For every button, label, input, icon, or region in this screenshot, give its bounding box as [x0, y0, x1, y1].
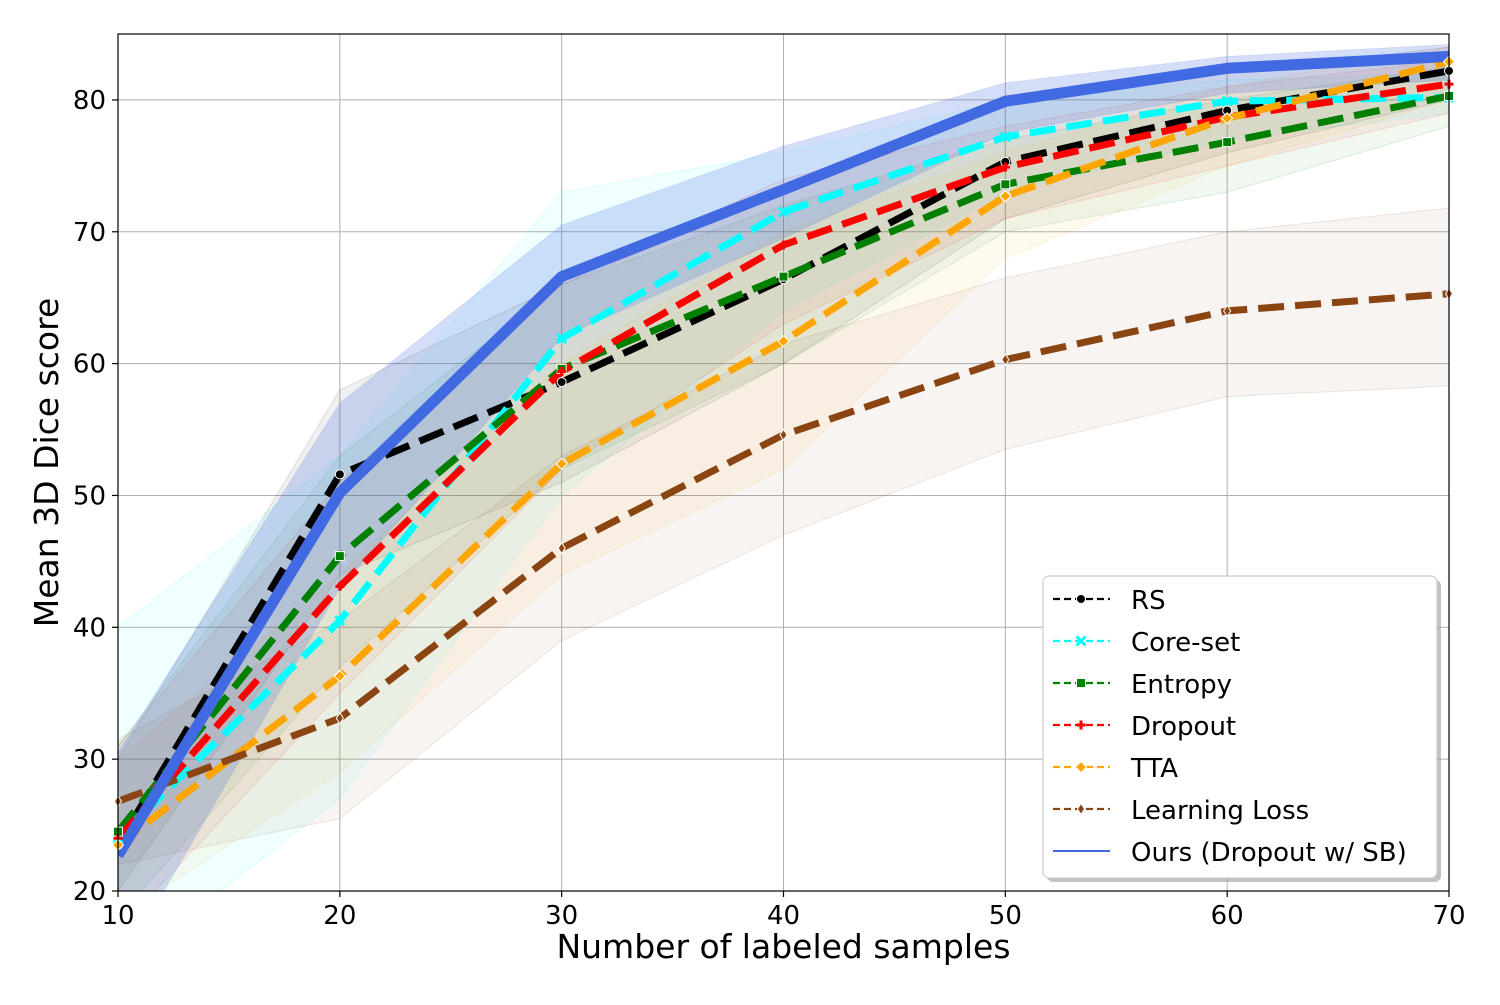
band-tta: [118, 46, 1449, 891]
marker-learning-loss: [335, 711, 344, 725]
marker-learning-loss: [779, 428, 788, 442]
x-tick-label: 50: [989, 901, 1022, 931]
x-tick-label: 60: [1211, 901, 1244, 931]
legend-label-entropy: Entropy: [1131, 670, 1232, 700]
marker-dropout: [335, 581, 345, 591]
marker-entropy: [1222, 137, 1233, 148]
marker-tta: [777, 334, 790, 348]
marker-dropout: [557, 367, 567, 377]
y-tick-label: 60: [73, 350, 106, 380]
x-tick-label: 20: [323, 901, 356, 931]
line-ours-dropout-w-sb: [118, 50, 1449, 859]
legend-label-learning-loss: Learning Loss: [1131, 796, 1309, 826]
legend-marker-dropout: [1076, 720, 1086, 730]
legend-label-core-set: Core-set: [1131, 628, 1240, 658]
legend-box: [1042, 575, 1438, 879]
marker-rs: [334, 469, 345, 480]
marker-learning-loss: [1001, 353, 1010, 367]
marker-entropy: [778, 271, 789, 282]
marker-tta: [555, 457, 568, 471]
marker-dropout: [1000, 162, 1010, 172]
marker-core-set: [1221, 95, 1233, 107]
legend-label-dropout: Dropout: [1131, 712, 1236, 742]
legend-marker-core-set: [1075, 635, 1087, 647]
marker-dropout: [779, 240, 788, 250]
legend-marker-learning-loss: [1076, 802, 1086, 816]
legend-label-tta: TTA: [1130, 754, 1178, 784]
marker-tta: [999, 189, 1012, 203]
y-axis-label: Mean 3D Dice score: [27, 298, 66, 627]
legend-label-ours-dropout-w-sb: Ours (Dropout w/ SB): [1131, 838, 1407, 868]
x-tick-label: 70: [1432, 901, 1465, 931]
y-tick-label: 80: [73, 86, 106, 116]
marker-learning-loss: [1223, 304, 1232, 318]
legend-marker-rs: [1076, 594, 1086, 604]
band-rs: [118, 46, 1449, 891]
marker-tta: [333, 669, 347, 683]
series-markers: [111, 55, 1456, 852]
y-tick-label: 30: [73, 745, 106, 775]
marker-entropy: [1000, 179, 1011, 190]
marker-core-set: [334, 615, 346, 627]
marker-core-set: [556, 333, 568, 345]
band-learning-loss: [118, 207, 1449, 866]
band-core-set: [118, 73, 1449, 891]
legend-marker-entropy: [1076, 678, 1086, 688]
x-tick-label: 30: [545, 901, 578, 931]
x-axis-label: Number of labeled samples: [556, 927, 1010, 966]
legend-marker-tta: [1074, 760, 1088, 774]
marker-core-set: [999, 131, 1011, 143]
marker-entropy: [334, 551, 345, 562]
marker-rs: [556, 377, 567, 388]
marker-core-set: [777, 206, 790, 218]
y-tick-label: 50: [73, 481, 106, 511]
legend-label-rs: RS: [1131, 586, 1166, 616]
marker-tta: [1220, 112, 1234, 125]
y-tick-label: 70: [73, 218, 106, 248]
x-tick-label: 40: [767, 901, 800, 931]
y-tick-label: 40: [73, 613, 106, 643]
x-tick-label: 10: [101, 901, 134, 931]
legend: RS Core-set Entropy Dropout TTA Learning Loss…: [1042, 575, 1441, 882]
marker-learning-loss: [557, 541, 566, 555]
y-tick-label: 20: [73, 877, 106, 907]
